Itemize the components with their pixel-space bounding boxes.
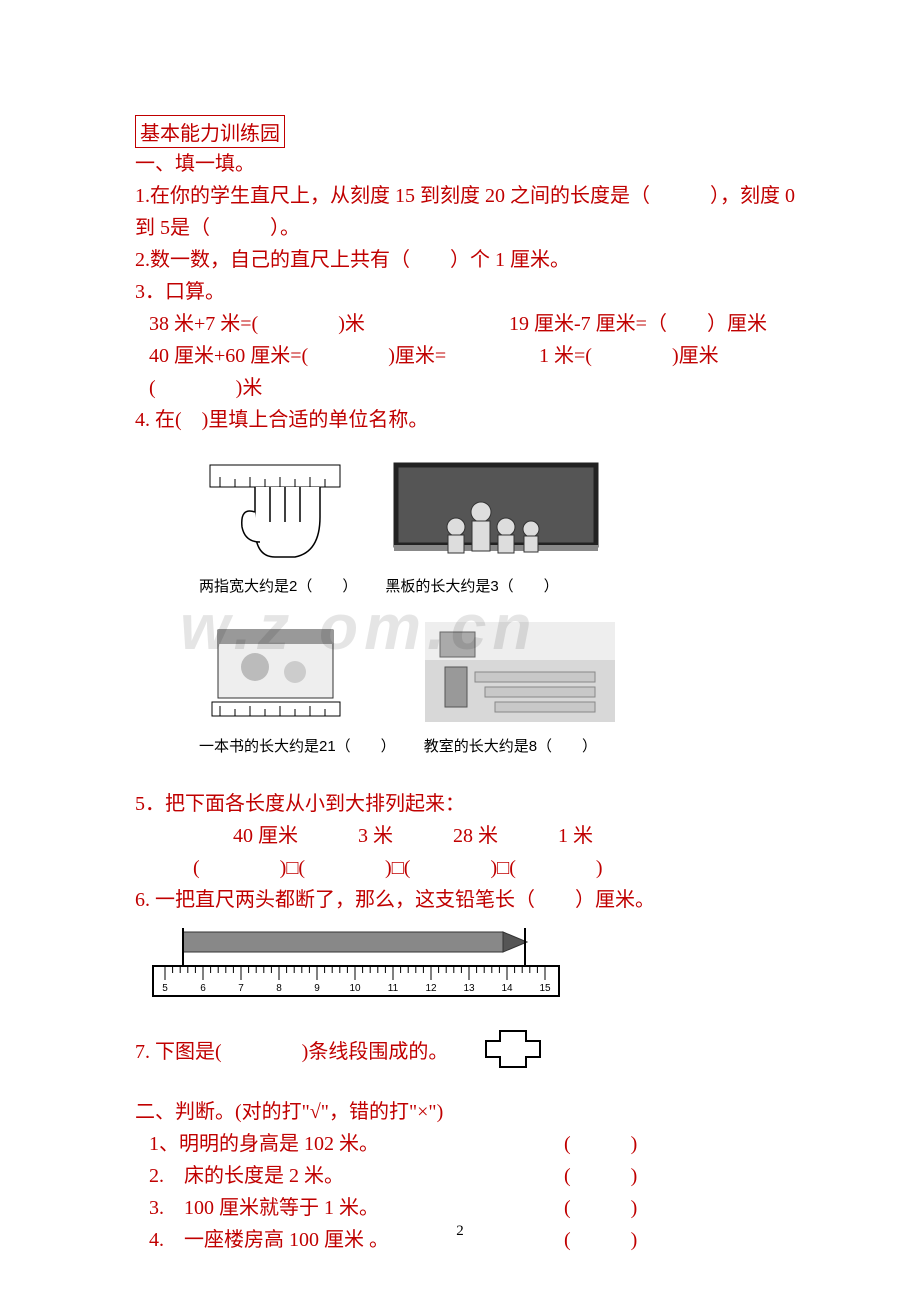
fig-blackboard: 黑板的长大约是3（ ） [381, 454, 611, 596]
fig-book: 一本书的长大约是21（ ） [195, 614, 396, 756]
q3a-right: 19 厘米-7 厘米=（ ）厘米 [509, 308, 795, 340]
svg-text:13: 13 [463, 983, 475, 994]
ruler-icon: 5 6 7 8 9 10 11 12 13 14 15 [145, 926, 575, 1006]
title-text: 基本能力训练园 [135, 115, 285, 148]
page-number: 2 [0, 1223, 920, 1240]
book-icon [200, 622, 350, 722]
q7-text: 7. 下图是( )条线段围成的。 [135, 1036, 448, 1068]
q3a-left: 38 米+7 米=( )米 [149, 308, 509, 340]
fig-book-caption: 一本书的长大约是21（ ） [195, 735, 396, 756]
svg-text:10: 10 [349, 983, 361, 994]
svg-text:11: 11 [388, 983, 399, 994]
section-title-box: 基本能力训练园 [135, 115, 795, 148]
svg-text:14: 14 [501, 983, 513, 994]
svg-text:8: 8 [276, 983, 282, 994]
blackboard-icon [386, 457, 606, 567]
svg-text:5: 5 [162, 983, 168, 994]
q5-heading: 5．把下面各长度从小到大排列起来： [135, 788, 795, 820]
judge-row: 1、明明的身高是 102 米。( ) [135, 1128, 795, 1160]
q1-text: 1.在你的学生直尺上，从刻度 15 到刻度 20 之间的长度是（ ），刻度 0 … [135, 180, 795, 244]
fingers-icon [200, 457, 350, 567]
q5-values: 40 厘米 3 米 28 米 1 米 [135, 820, 795, 852]
judge-paren: ( ) [564, 1160, 637, 1192]
ruler-figure: 5 6 7 8 9 10 11 12 13 14 15 [145, 926, 795, 1011]
judge-paren: ( ) [564, 1128, 637, 1160]
section2-heading: 二、判断。(对的打"√"，错的打"×") [135, 1096, 795, 1128]
q3-heading: 3．口算。 [135, 276, 795, 308]
q3-row-b: 40 厘米+60 厘米=( )厘米=( )米 1 米=( )厘米 [135, 340, 795, 404]
svg-text:15: 15 [539, 983, 551, 994]
classroom-icon [425, 622, 615, 722]
svg-text:6: 6 [200, 983, 206, 994]
judge-row: 2. 床的长度是 2 米。( ) [135, 1160, 795, 1192]
cross-shape-icon [478, 1025, 548, 1073]
q2-text: 2.数一数，自己的直尺上共有（ ）个 1 厘米。 [135, 244, 795, 276]
q3b-right: 1 米=( )厘米 [539, 340, 795, 404]
judge-text: 2. 床的长度是 2 米。 [149, 1160, 564, 1192]
fig-classroom: 教室的长大约是8（ ） [420, 614, 620, 756]
fig-blackboard-caption: 黑板的长大约是3（ ） [381, 575, 611, 596]
q4-heading: 4. 在( )里填上合适的单位名称。 [135, 404, 795, 436]
fig-classroom-caption: 教室的长大约是8（ ） [420, 735, 620, 756]
svg-text:7: 7 [238, 983, 244, 994]
judge-paren: ( ) [564, 1192, 637, 1224]
q3b-left: 40 厘米+60 厘米=( )厘米=( )米 [149, 340, 539, 404]
fig-fingers-caption: 两指宽大约是2（ ） [195, 575, 357, 596]
svg-text:9: 9 [314, 983, 320, 994]
judge-text: 3. 100 厘米就等于 1 米。 [149, 1192, 564, 1224]
cross-shape [478, 1025, 548, 1078]
q6-text: 6. 一把直尺两头都断了，那么，这支铅笔长（ ）厘米。 [135, 884, 795, 916]
svg-text:12: 12 [425, 983, 437, 994]
fig-fingers: 两指宽大约是2（ ） [195, 454, 357, 596]
section1-heading: 一、填一填。 [135, 148, 795, 180]
judge-text: 1、明明的身高是 102 米。 [149, 1128, 564, 1160]
q3-row-a: 38 米+7 米=( )米 19 厘米-7 厘米=（ ）厘米 [135, 308, 795, 340]
q5-blanks: ( )□( )□( )□( ) [135, 852, 795, 884]
judge-row: 3. 100 厘米就等于 1 米。( ) [135, 1192, 795, 1224]
